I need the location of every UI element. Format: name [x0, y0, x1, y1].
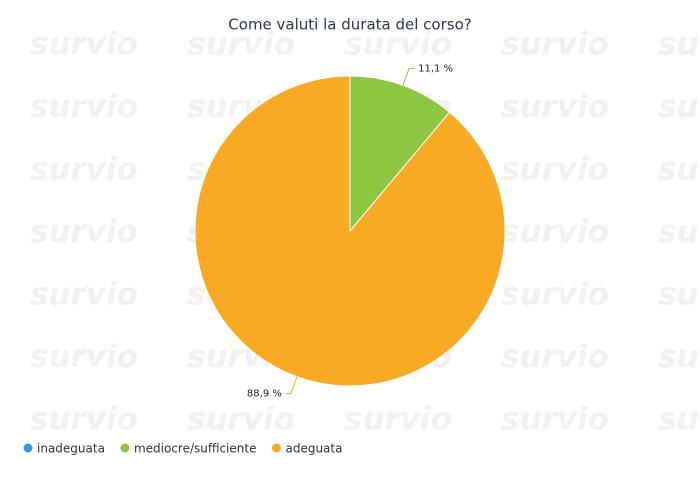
- legend-marker: [23, 443, 33, 453]
- watermark: survio: [658, 339, 700, 375]
- watermark: survio: [30, 277, 138, 313]
- legend-label: adeguata: [285, 442, 342, 456]
- legend-label: mediocre/sufficiente: [134, 442, 257, 456]
- watermark: survio: [658, 89, 700, 125]
- watermark: survio: [658, 152, 700, 188]
- pie-slice: [194, 75, 506, 387]
- data-label: 88,9 %: [247, 389, 282, 400]
- legend-marker: [120, 443, 130, 453]
- watermark: survio: [658, 214, 700, 250]
- watermark: survio: [501, 27, 609, 63]
- leader-line: [285, 376, 298, 395]
- watermark: survio: [30, 339, 138, 375]
- chart-title: Come valuti la durata del corso?: [228, 16, 471, 34]
- watermark: survio: [501, 89, 609, 125]
- watermark: survio: [501, 402, 609, 438]
- watermark: survio: [30, 27, 138, 63]
- watermark: survio: [187, 27, 295, 63]
- watermark: survio: [501, 214, 609, 250]
- watermark: survio: [30, 89, 138, 125]
- watermark: survio: [30, 214, 138, 250]
- watermark: survio: [30, 152, 138, 188]
- watermark: survio: [658, 27, 700, 63]
- pie-slice: [349, 75, 451, 233]
- watermark: survio: [344, 402, 452, 438]
- watermark: survio: [501, 277, 609, 313]
- watermark: survio: [344, 27, 452, 63]
- leader-line: [402, 67, 415, 86]
- legend: inadeguata mediocre/sufficiente adeguata: [23, 442, 342, 456]
- watermark: survio: [30, 402, 138, 438]
- pie: 11,1 % 88,9 %: [194, 63, 506, 400]
- legend-label: inadeguata: [37, 442, 105, 456]
- watermark: survio: [658, 277, 700, 313]
- legend-marker: [271, 443, 281, 453]
- data-label: 11,1 %: [418, 63, 453, 74]
- watermark: survio: [501, 152, 609, 188]
- watermark: survio: [501, 339, 609, 375]
- watermark: survio: [658, 402, 700, 438]
- watermark: survio: [187, 402, 295, 438]
